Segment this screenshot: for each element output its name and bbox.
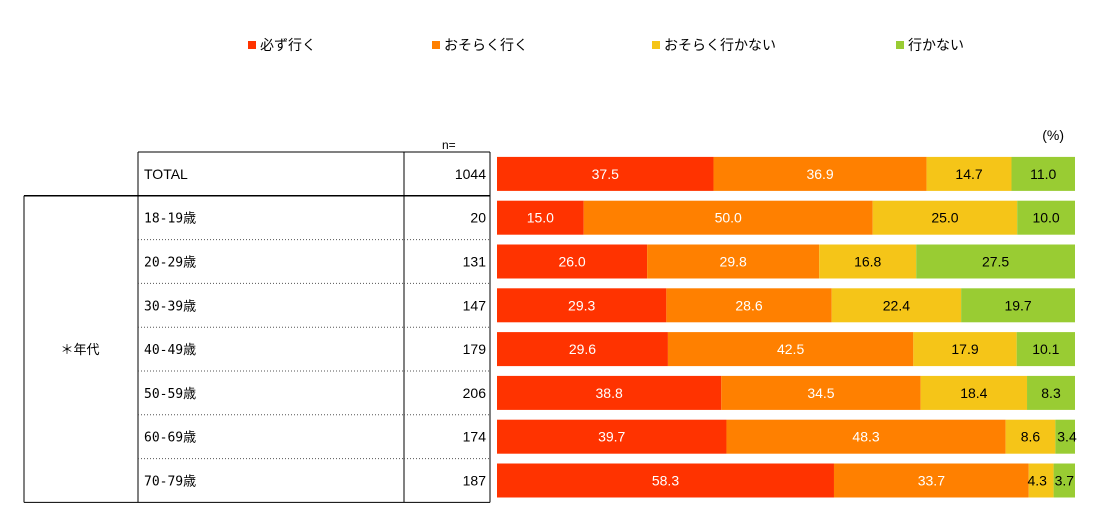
bar-label-5-4: 8.3 [1041,385,1061,401]
bar-3-3 [831,288,962,323]
bar-label-2-2: 29.8 [720,254,747,270]
bar-5-2 [721,375,921,410]
legend-swatch-4 [896,41,904,49]
bar-6-1 [497,419,727,454]
group-label: ＊年代 [60,343,99,358]
bar-2-4 [916,244,1075,279]
row-label-1: 18-19歳 [144,212,196,227]
bar-label-4-1: 29.6 [569,341,596,357]
bar-label-0-2: 36.9 [806,166,833,182]
bar-label-6-3: 8.6 [1021,429,1041,445]
bar-label-2-4: 27.5 [982,254,1009,270]
bar-3-4 [961,288,1075,323]
legend-swatch-1 [248,41,256,49]
row-label-5: 50-59歳 [144,387,196,402]
unit-label: (%) [1042,127,1064,143]
bar-label-1-2: 50.0 [715,210,742,226]
bar-label-0-3: 14.7 [955,166,982,182]
bar-label-2-1: 26.0 [558,254,585,270]
bar-7-3 [1028,463,1054,498]
legend-label-3: おそらく行かない [664,38,776,54]
bar-label-4-4: 10.1 [1032,341,1059,357]
bar-0-2 [713,156,927,191]
row-n-0: 1044 [455,166,486,182]
bar-2-2 [647,244,820,279]
bar-7-4 [1053,463,1075,498]
row-n-1: 20 [470,210,486,226]
bar-7-2 [833,463,1029,498]
bar-label-1-1: 15.0 [527,210,554,226]
bar-label-7-3: 4.3 [1027,473,1047,489]
row-label-0: TOTAL [144,166,188,182]
bar-0-3 [926,156,1012,191]
bar-label-1-3: 25.0 [931,210,958,226]
bar-label-3-1: 29.3 [568,297,595,313]
bar-label-2-3: 16.8 [854,254,881,270]
row-n-3: 147 [463,297,487,313]
bar-5-4 [1027,375,1075,410]
row-label-7: 70-79歳 [144,475,196,490]
bar-1-1 [497,200,584,235]
bar-label-7-1: 58.3 [652,473,679,489]
row-label-3: 30-39歳 [144,299,196,314]
row-label-4: 40-49歳 [144,343,196,358]
row-n-2: 131 [463,254,487,270]
bar-label-7-4: 3.7 [1055,473,1075,489]
row-n-4: 179 [463,341,487,357]
bar-5-3 [920,375,1028,410]
bar-0-1 [497,156,714,191]
bar-1-4 [1017,200,1075,235]
bar-label-5-2: 34.5 [807,385,834,401]
bar-4-3 [913,332,1017,367]
row-label-2: 20-29歳 [144,256,196,271]
bar-label-3-2: 28.6 [735,297,762,313]
legend-swatch-2 [432,41,440,49]
row-n-7: 187 [463,473,487,489]
bar-label-6-1: 39.7 [598,429,625,445]
bar-3-1 [497,288,667,323]
bar-label-3-4: 19.7 [1004,297,1031,313]
bar-label-6-4: 3.4 [1057,429,1077,445]
n-header: n= [442,138,456,152]
bar-2-1 [497,244,648,279]
bar-4-1 [497,332,668,367]
bar-1-2 [583,200,873,235]
bar-5-1 [497,375,722,410]
row-n-5: 206 [463,385,487,401]
bar-label-6-2: 48.3 [852,429,879,445]
legend-label-1: 必ず行く [260,38,316,54]
bar-label-5-3: 18.4 [960,385,987,401]
bar-label-7-2: 33.7 [918,473,945,489]
bar-6-3 [1005,419,1056,454]
row-n-6: 174 [463,429,487,445]
bar-label-5-1: 38.8 [596,385,623,401]
bar-6-2 [726,419,1006,454]
legend-label-4: 行かない [908,38,964,54]
bar-label-4-2: 42.5 [777,341,804,357]
bar-3-2 [666,288,832,323]
bar-label-4-3: 17.9 [951,341,978,357]
bar-4-4 [1016,332,1075,367]
bar-4-2 [667,332,914,367]
bar-label-0-4: 11.0 [1030,166,1056,182]
bar-label-3-3: 22.4 [883,297,910,313]
row-label-6: 60-69歳 [144,431,196,446]
bar-0-4 [1011,156,1075,191]
bar-label-1-4: 10.0 [1032,210,1059,226]
legend-swatch-3 [652,41,660,49]
bar-1-3 [872,200,1018,235]
bar-label-0-1: 37.5 [592,166,619,182]
bar-7-1 [497,463,834,498]
bar-6-4 [1055,419,1075,454]
bar-2-3 [819,244,917,279]
legend-label-2: おそらく行く [444,38,528,54]
